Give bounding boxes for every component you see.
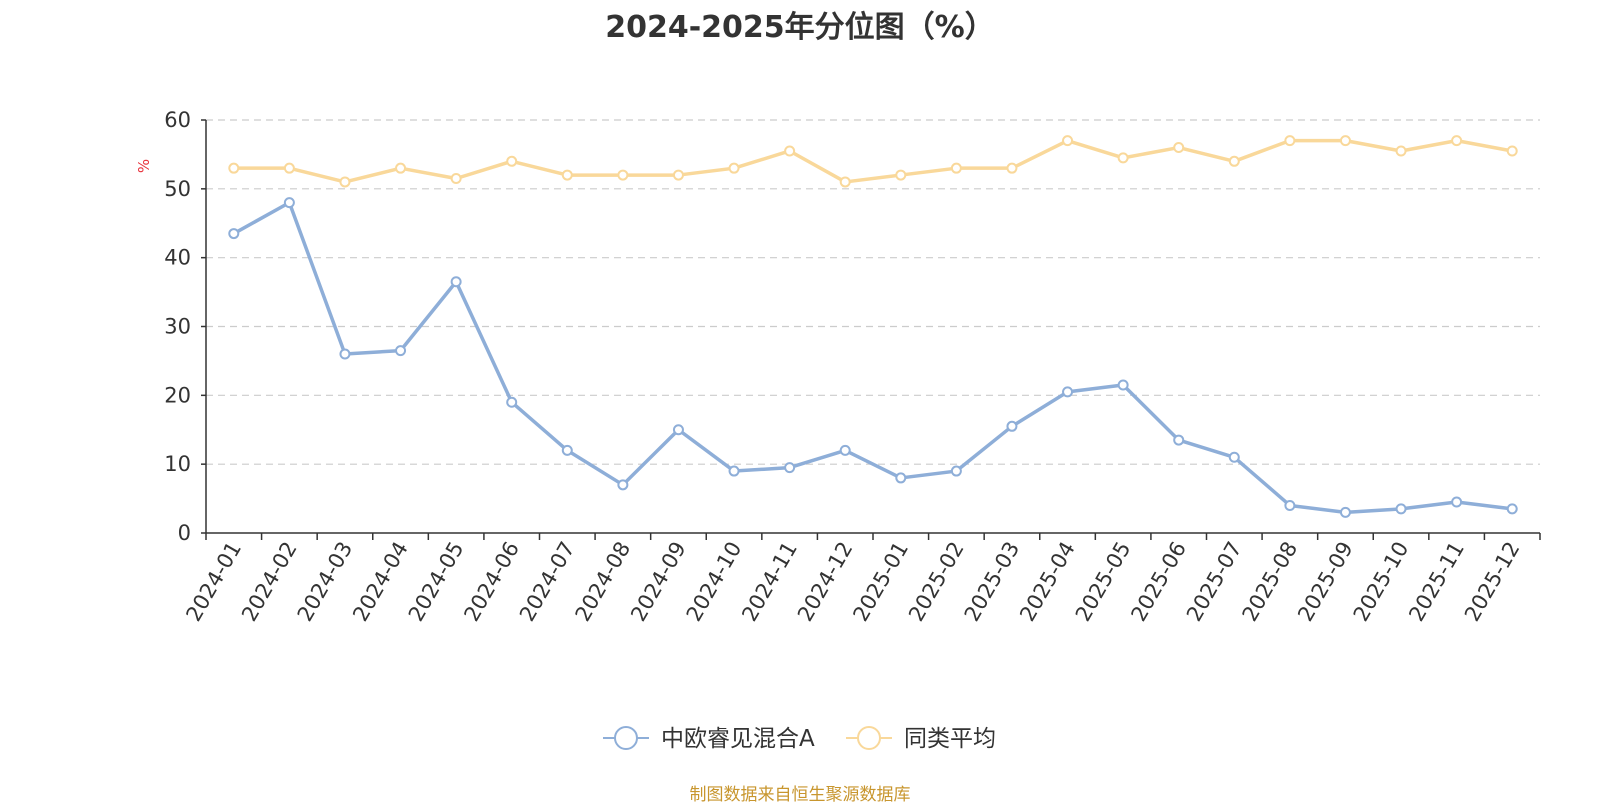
x-tick-label: 2025-04 [1015,538,1080,626]
x-tick-label: 2024-04 [348,538,413,626]
x-tick-label: 2025-07 [1182,538,1247,626]
data-point [617,479,629,491]
data-point [617,169,629,181]
data-point [228,228,240,240]
data-point [950,465,962,477]
data-point [1006,162,1018,174]
y-tick-label: 40 [164,246,191,270]
data-point [506,396,518,408]
data-point [1395,503,1407,515]
series-0 [228,197,1518,518]
data-point [1228,451,1240,463]
series-line-1 [233,138,1513,184]
data-point [1228,155,1240,167]
data-point [1395,145,1407,157]
data-point [1117,152,1129,164]
data-point [395,345,407,357]
data-point [228,162,240,174]
x-tick-label: 2025-06 [1126,538,1191,626]
data-point [561,444,573,456]
data-point [1117,379,1129,391]
series-layer [228,135,1518,518]
x-tick-label: 2025-01 [848,538,913,626]
data-point [1339,135,1351,147]
data-point [728,162,740,174]
series-1 [228,135,1518,188]
data-point [895,472,907,484]
x-tick-label: 2024-01 [181,538,246,626]
data-point [1062,386,1074,398]
data-point [1451,496,1463,508]
y-tick-label: 20 [164,383,191,407]
data-point [1451,135,1463,147]
x-tick-label: 2024-02 [237,538,302,626]
data-point [561,169,573,181]
data-point [1173,434,1185,446]
legend-item-0[interactable]: 中欧睿见混合A [603,726,815,752]
x-tick-label: 2025-12 [1460,538,1525,626]
data-point [450,276,462,288]
x-tick-label: 2025-08 [1238,538,1303,626]
data-point [672,424,684,436]
data-point [1339,506,1351,518]
data-point [839,444,851,456]
x-tick-label: 2025-03 [960,538,1025,626]
y-tick-label: 0 [178,521,191,545]
y-tick-label: 30 [164,315,191,339]
axes [201,119,1541,540]
legend: 中欧睿见混合A 同类平均 [603,726,996,752]
x-tick-label: 2025-09 [1293,538,1358,626]
x-tick-label: 2024-03 [293,538,358,626]
x-tick-label: 2024-11 [737,538,802,626]
data-point [506,155,518,167]
x-tick-labels: 2024-012024-022024-032024-042024-052024-… [181,538,1524,626]
x-tick-label: 2025-11 [1404,538,1469,626]
x-tick-label: 2024-09 [626,538,691,626]
data-point [950,162,962,174]
y-tick-labels: 0 10 20 30 40 50 60 [164,108,191,545]
data-point [1006,420,1018,432]
x-tick-label: 2025-10 [1349,538,1414,626]
chart-title: 2024-2025年分位图（%） [605,10,995,45]
data-point [339,176,351,188]
legend-item-1[interactable]: 同类平均 [846,726,996,752]
y-tick-label: 10 [164,452,191,476]
data-point [1062,135,1074,147]
x-tick-label: 2025-02 [904,538,969,626]
x-tick-label: 2024-06 [459,538,524,626]
grid-lines [206,119,1540,465]
legend-label: 中欧睿见混合A [661,726,815,752]
x-tick-label: 2024-10 [682,538,747,626]
data-point [450,173,462,185]
data-point [728,465,740,477]
y-axis-label: % [135,159,153,173]
data-point [1506,145,1518,157]
data-point [1173,142,1185,154]
x-tick-label: 2024-08 [571,538,636,626]
data-point [895,169,907,181]
x-tick-label: 2024-07 [515,538,580,626]
legend-marker [857,726,881,750]
data-point [395,162,407,174]
y-tick-label: 50 [164,177,191,201]
x-tick-label: 2024-12 [793,538,858,626]
legend-marker [614,726,638,750]
data-point [339,348,351,360]
data-point [1506,503,1518,515]
data-point [1284,499,1296,511]
data-point [784,462,796,474]
data-point [672,169,684,181]
x-tick-label: 2025-05 [1071,538,1136,626]
data-point [839,176,851,188]
y-tick-label: 60 [164,108,191,132]
data-point [283,162,295,174]
source-note: 制图数据来自恒生聚源数据库 [689,785,911,805]
data-point [784,145,796,157]
data-point [1284,135,1296,147]
x-tick-label: 2024-05 [404,538,469,626]
data-point [283,197,295,209]
legend-label: 同类平均 [904,726,996,752]
series-line-0 [232,200,1513,515]
